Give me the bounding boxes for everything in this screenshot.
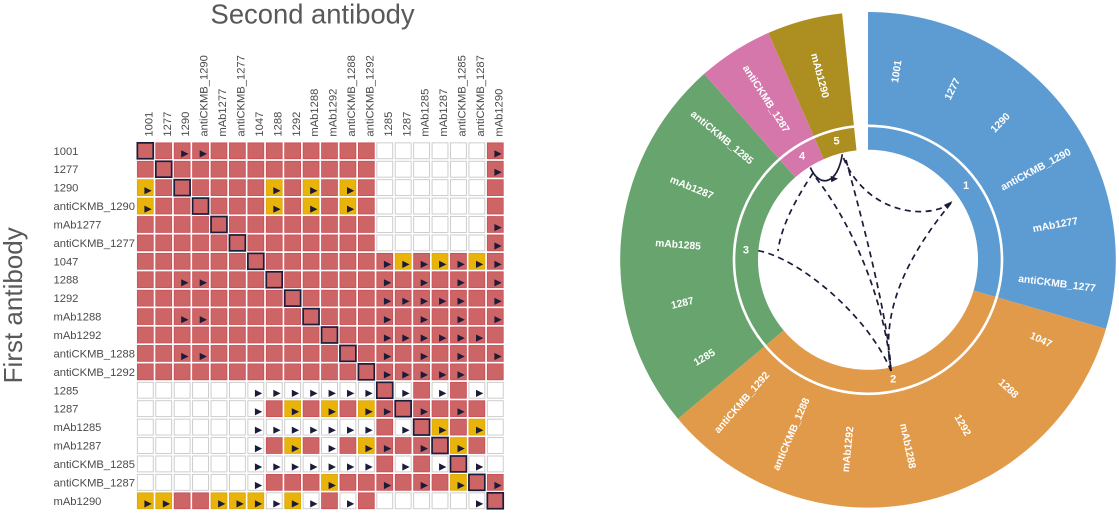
- svg-text:mAb1285: mAb1285: [655, 238, 702, 252]
- svg-text:First antibody: First antibody: [0, 227, 28, 383]
- svg-text:antiCKMB_1277: antiCKMB_1277: [236, 55, 248, 136]
- svg-text:mAb1285: mAb1285: [54, 422, 102, 434]
- svg-text:mAb1285: mAb1285: [420, 89, 432, 137]
- svg-text:1047: 1047: [54, 256, 79, 268]
- svg-text:mAb1277: mAb1277: [54, 220, 102, 232]
- svg-text:1288: 1288: [272, 112, 284, 137]
- svg-text:antiCKMB_1285: antiCKMB_1285: [457, 55, 469, 136]
- svg-text:mAb1288: mAb1288: [309, 89, 321, 137]
- svg-text:1001: 1001: [143, 112, 155, 137]
- svg-text:mAb1287: mAb1287: [54, 441, 102, 453]
- svg-text:1285: 1285: [54, 385, 79, 397]
- svg-text:antiCKMB_1287: antiCKMB_1287: [54, 477, 135, 489]
- svg-text:antiCKMB_1285: antiCKMB_1285: [54, 459, 135, 471]
- svg-text:antiCKMB_1290: antiCKMB_1290: [54, 201, 135, 213]
- svg-text:mAb1292: mAb1292: [841, 426, 857, 473]
- svg-text:antiCKMB_1292: antiCKMB_1292: [364, 55, 376, 136]
- svg-text:mAb1292: mAb1292: [54, 330, 102, 342]
- svg-text:1292: 1292: [291, 112, 303, 137]
- svg-text:2: 2: [890, 374, 896, 386]
- svg-text:1290: 1290: [54, 183, 79, 195]
- svg-text:1001: 1001: [890, 59, 904, 84]
- svg-text:antiCKMB_1287: antiCKMB_1287: [475, 55, 487, 136]
- svg-text:1287: 1287: [401, 112, 413, 137]
- svg-text:1277: 1277: [162, 112, 174, 137]
- svg-text:1001: 1001: [54, 146, 79, 158]
- svg-text:Second antibody: Second antibody: [211, 0, 415, 29]
- svg-text:1292: 1292: [54, 293, 79, 305]
- svg-text:mAb1292: mAb1292: [328, 89, 340, 137]
- svg-text:antiCKMB_1288: antiCKMB_1288: [346, 55, 358, 136]
- svg-text:1290: 1290: [180, 112, 192, 137]
- svg-text:mAb1290: mAb1290: [493, 89, 505, 137]
- svg-text:3: 3: [743, 245, 749, 257]
- svg-text:antiCKMB_1277: antiCKMB_1277: [54, 238, 135, 250]
- svg-text:mAb1290: mAb1290: [54, 496, 102, 508]
- svg-text:1047: 1047: [254, 112, 266, 137]
- svg-text:antiCKMB_1292: antiCKMB_1292: [54, 367, 135, 379]
- svg-text:1285: 1285: [383, 112, 395, 137]
- svg-text:1: 1: [963, 180, 969, 192]
- svg-text:1287: 1287: [670, 296, 695, 312]
- svg-text:mAb1288: mAb1288: [54, 312, 102, 324]
- svg-text:1287: 1287: [54, 404, 79, 416]
- svg-text:mAb1287: mAb1287: [438, 89, 450, 137]
- svg-text:antiCKMB_1288: antiCKMB_1288: [54, 348, 135, 360]
- svg-text:5: 5: [834, 135, 840, 147]
- svg-text:1277: 1277: [54, 164, 79, 176]
- svg-text:mAb1277: mAb1277: [217, 89, 229, 137]
- svg-text:1288: 1288: [54, 275, 79, 287]
- svg-text:antiCKMB_1290: antiCKMB_1290: [199, 55, 211, 136]
- svg-text:4: 4: [799, 151, 806, 163]
